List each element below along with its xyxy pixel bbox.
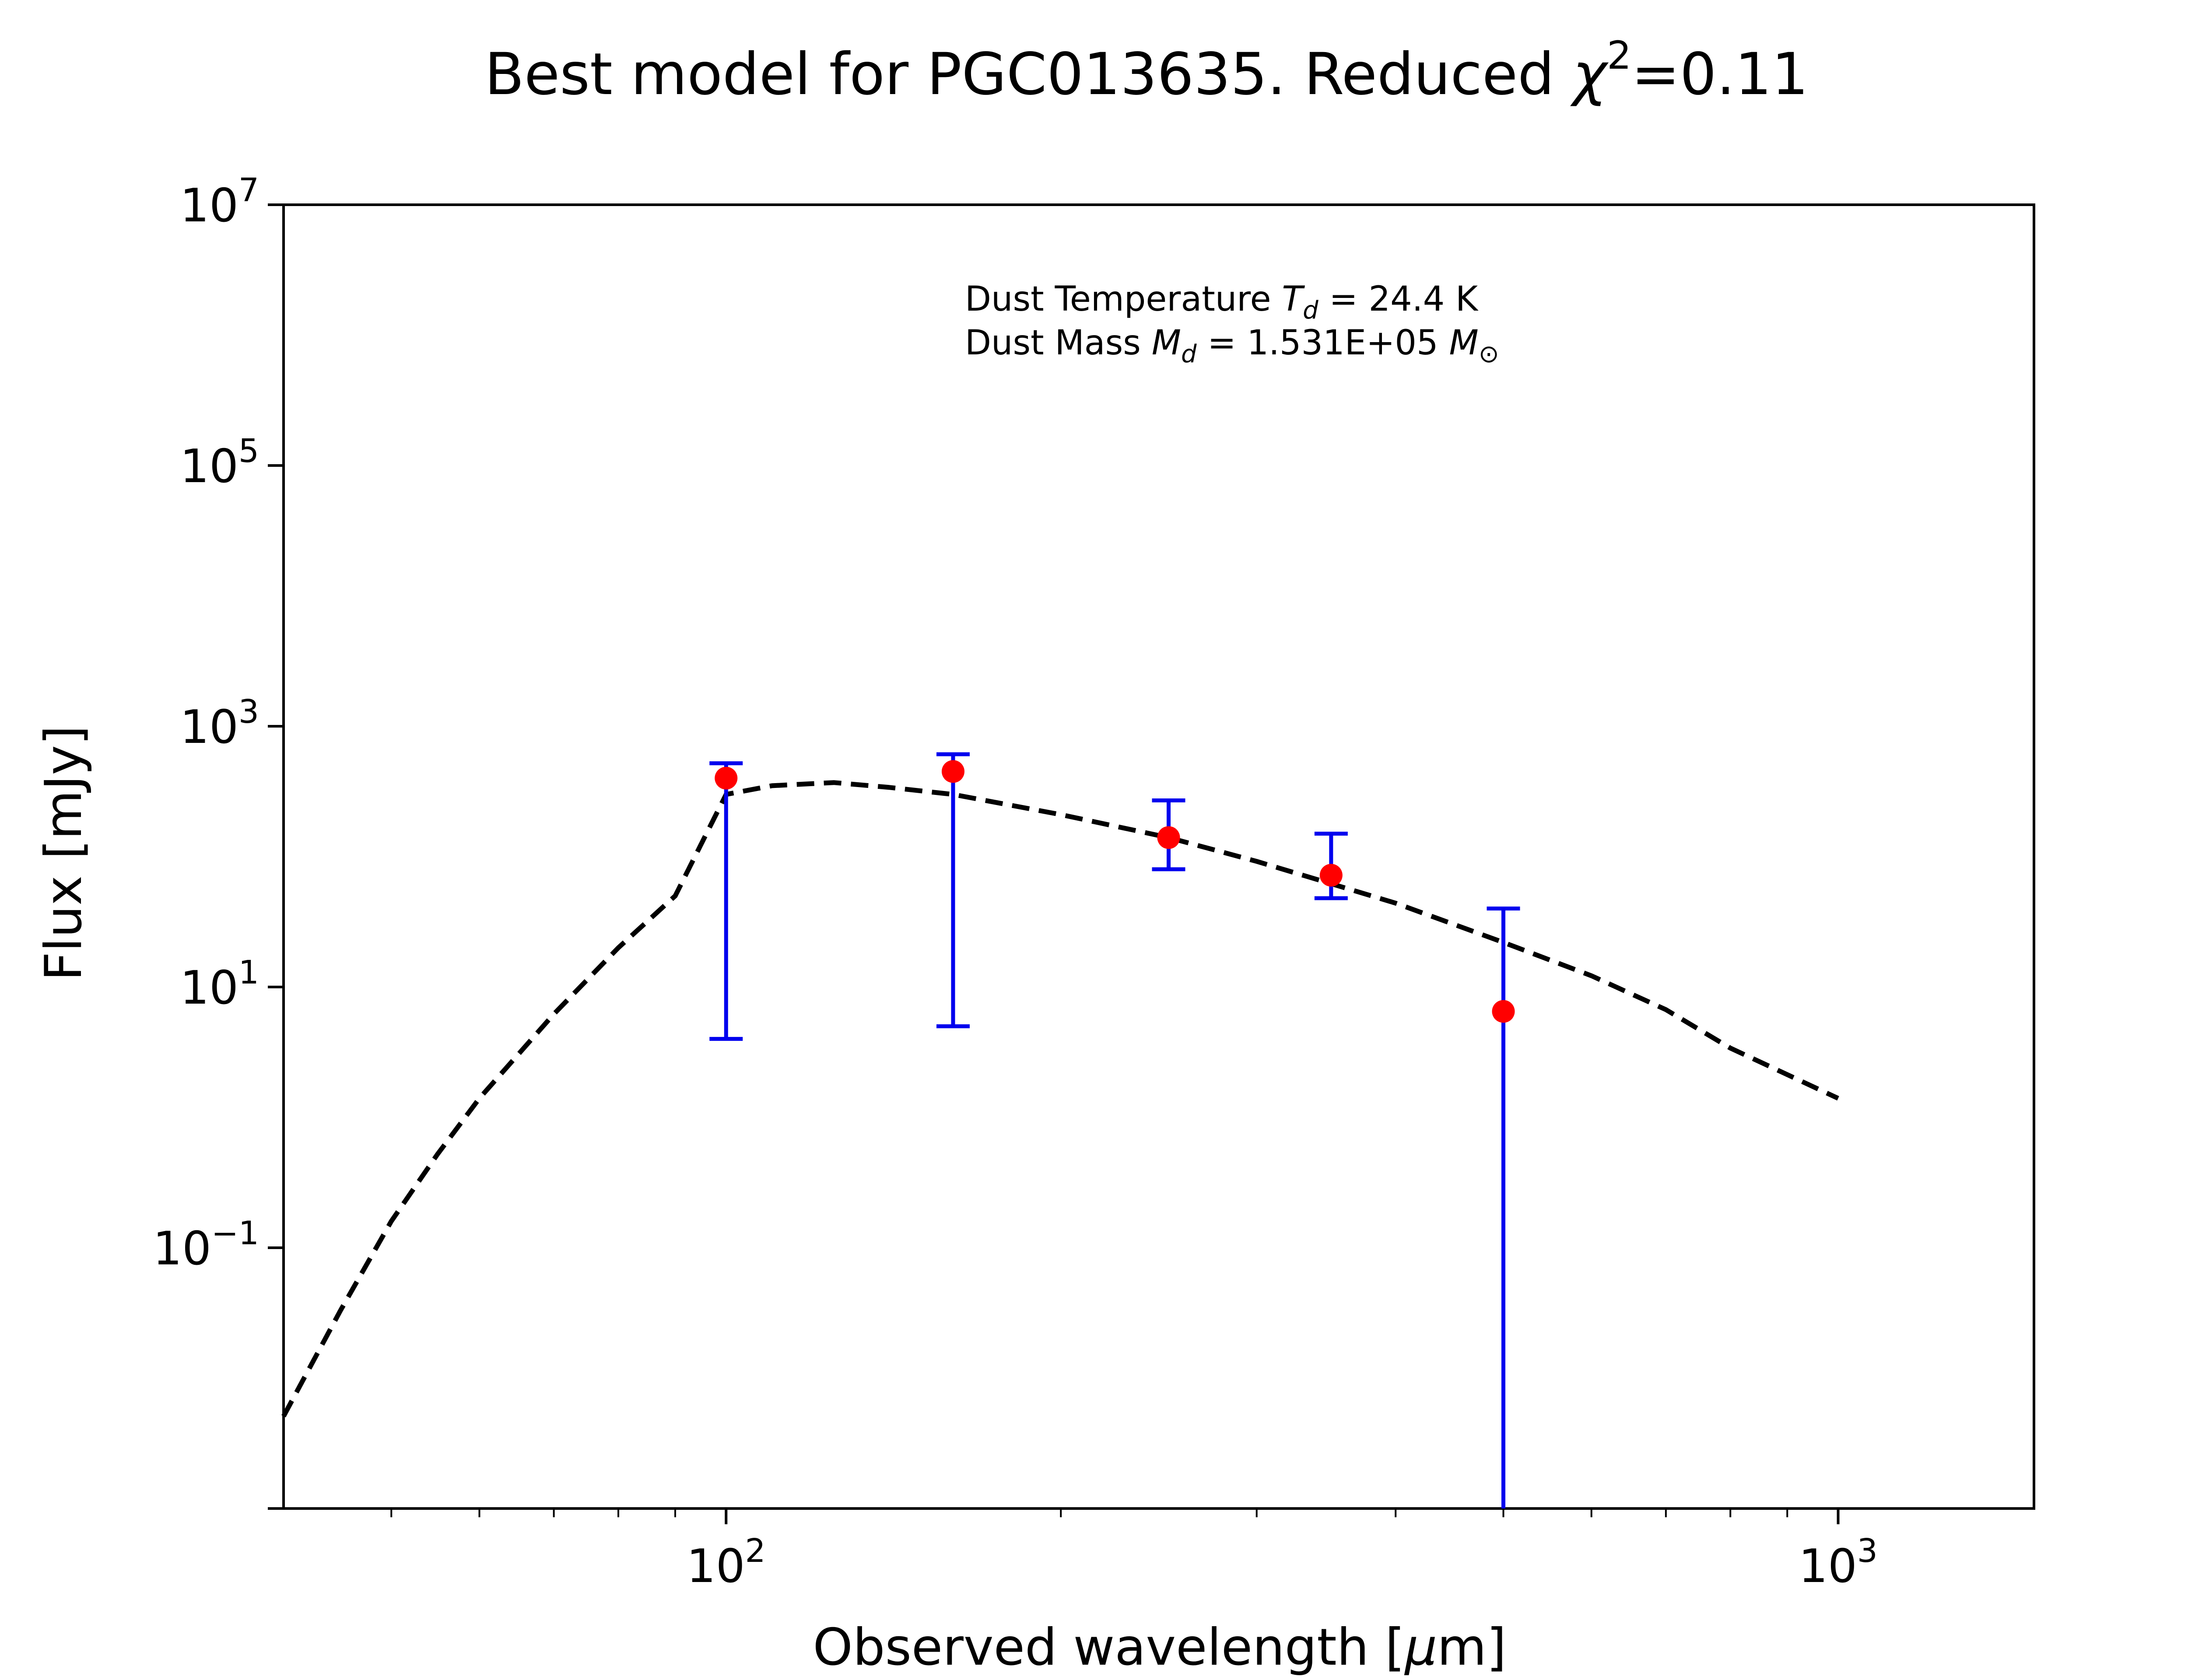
dust-mass-subscript: d: [1181, 340, 1197, 368]
plot-area: [282, 203, 2035, 1510]
data-point-2: [1157, 826, 1180, 849]
y-tick-label-base-3: 10: [180, 440, 238, 493]
data-point-4: [1492, 1000, 1515, 1023]
errorbar-layer: [709, 752, 1520, 1508]
dust-temperature-prefix: Dust Temperature: [965, 280, 1282, 319]
model-layer: [281, 780, 1839, 1418]
y-tick-label-2: 103: [180, 693, 259, 754]
dust-mass-prefix: Dust Mass: [965, 323, 1152, 363]
dust-temperature-note: Dust Temperature Td = 24.4 K: [965, 280, 1479, 325]
y-tick-label-0: 10−1: [153, 1214, 259, 1275]
x-tick-label-0: 102: [687, 1532, 766, 1593]
y-tick-label-exp-2: 3: [238, 693, 259, 731]
chart-title-chi: χ: [1570, 41, 1609, 108]
chart-title-prefix: Best model for PGC013635. Reduced: [484, 41, 1573, 108]
data-point-0: [715, 766, 738, 790]
chart-title: Best model for PGC013635. Reduced χ2=0.1…: [484, 33, 1808, 108]
x-tick-label-base-0: 10: [687, 1540, 745, 1593]
y-tick-label-base-1: 10: [180, 961, 238, 1015]
y-axis-label: Flux [mJy]: [34, 725, 93, 981]
data-point-3: [1319, 864, 1343, 887]
y-tick-label-base-2: 10: [180, 700, 238, 754]
dust-mass-unit-symbol: M: [1449, 323, 1478, 363]
y-tick-label-4: 107: [180, 172, 259, 232]
y-tick-label-base-0: 10: [153, 1222, 211, 1275]
y-tick-label-exp-4: 7: [238, 172, 259, 209]
model-curve: [281, 780, 1839, 1418]
data-point-1: [941, 760, 964, 783]
chart-title-sup: 2: [1607, 33, 1631, 78]
dust-mass-value: = 1.531E+05: [1197, 323, 1449, 363]
y-tick-label-exp-1: 1: [238, 954, 259, 991]
dust-mass-symbol: M: [1152, 323, 1181, 363]
y-tick-label-1: 101: [180, 954, 259, 1015]
y-tick-label-3: 105: [180, 432, 259, 493]
dust-temperature-symbol: T: [1282, 280, 1305, 319]
chart-title-suffix: =0.11: [1631, 41, 1809, 108]
y-tick-label-exp-0: −1: [211, 1214, 259, 1252]
y-tick-label-base-4: 10: [180, 179, 238, 232]
x-tick-label-exp-0: 2: [745, 1532, 766, 1570]
dust-mass-note: Dust Mass Md = 1.531E+05 M⊙: [965, 323, 1499, 368]
dust-mass-unit-subscript: ⊙: [1479, 340, 1499, 368]
dust-temperature-subscript: d: [1303, 296, 1318, 325]
x-tick-label-base-1: 10: [1799, 1540, 1857, 1593]
x-tick-label-exp-1: 3: [1857, 1532, 1878, 1570]
x-axis-ticks: 102 103: [390, 1508, 1878, 1593]
x-tick-label-1: 103: [1799, 1532, 1878, 1593]
points-layer: [715, 760, 1515, 1023]
dust-temperature-value: = 24.4 K: [1318, 280, 1479, 319]
x-axis-label-suffix: m]: [1437, 1618, 1506, 1677]
x-axis-label-prefix: Observed wavelength [: [813, 1618, 1405, 1677]
x-axis-label-mu: μ: [1404, 1618, 1437, 1677]
y-tick-label-exp-3: 5: [238, 432, 259, 470]
x-axis-label: Observed wavelength [μm]: [813, 1618, 1507, 1677]
